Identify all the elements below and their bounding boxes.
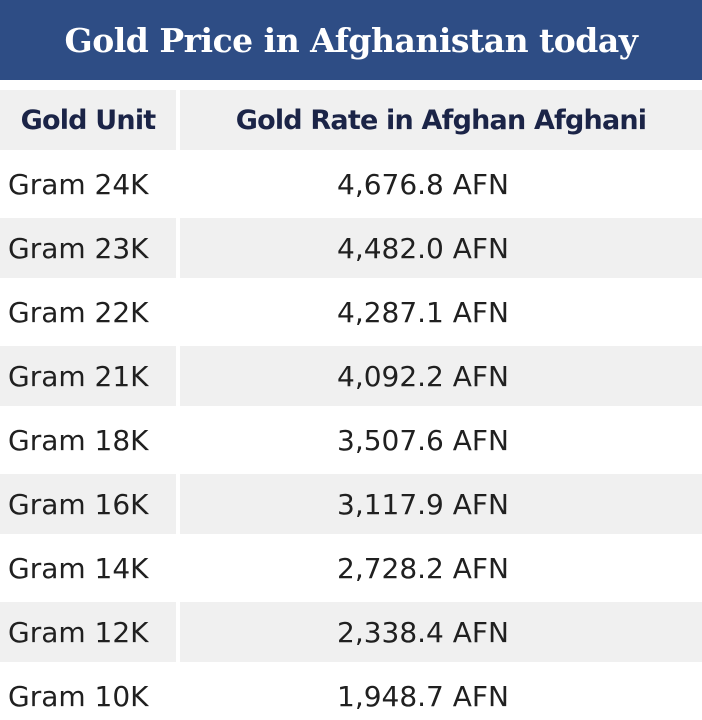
header-gold-unit: Gold Unit bbox=[0, 90, 180, 150]
header-gold-rate: Gold Rate in Afghan Afghani bbox=[180, 90, 702, 150]
header-row: Gold Unit Gold Rate in Afghan Afghani bbox=[0, 90, 702, 150]
table-row: Gram 12K 2,338.4 AFN bbox=[0, 602, 702, 662]
row-rate: 4,092.2 AFN bbox=[180, 346, 702, 406]
table-row: Gram 21K 4,092.2 AFN bbox=[0, 346, 702, 406]
table-row: Gram 24K 4,676.8 AFN bbox=[0, 154, 702, 214]
gold-price-table: Gold Unit Gold Rate in Afghan Afghani Gr… bbox=[0, 86, 702, 720]
row-rate: 2,728.2 AFN bbox=[180, 538, 702, 598]
row-unit: Gram 23K bbox=[0, 218, 180, 278]
row-rate: 4,482.0 AFN bbox=[180, 218, 702, 278]
table-row: Gram 22K 4,287.1 AFN bbox=[0, 282, 702, 342]
row-rate: 3,507.6 AFN bbox=[180, 410, 702, 470]
table-body: Gram 24K 4,676.8 AFN Gram 23K 4,482.0 AF… bbox=[0, 154, 702, 720]
row-unit: Gram 14K bbox=[0, 538, 180, 598]
row-rate: 3,117.9 AFN bbox=[180, 474, 702, 534]
page-title: Gold Price in Afghanistan today bbox=[64, 20, 638, 60]
row-unit: Gram 18K bbox=[0, 410, 180, 470]
row-unit: Gram 22K bbox=[0, 282, 180, 342]
row-unit: Gram 24K bbox=[0, 154, 180, 214]
row-rate: 4,676.8 AFN bbox=[180, 154, 702, 214]
row-unit: Gram 10K bbox=[0, 666, 180, 720]
row-rate: 2,338.4 AFN bbox=[180, 602, 702, 662]
table-row: Gram 10K 1,948.7 AFN bbox=[0, 666, 702, 720]
row-rate: 1,948.7 AFN bbox=[180, 666, 702, 720]
row-unit: Gram 12K bbox=[0, 602, 180, 662]
table-header: Gold Unit Gold Rate in Afghan Afghani bbox=[0, 90, 702, 150]
table-row: Gram 16K 3,117.9 AFN bbox=[0, 474, 702, 534]
table-row: Gram 18K 3,507.6 AFN bbox=[0, 410, 702, 470]
title-banner: Gold Price in Afghanistan today bbox=[0, 0, 702, 80]
table-row: Gram 23K 4,482.0 AFN bbox=[0, 218, 702, 278]
row-rate: 4,287.1 AFN bbox=[180, 282, 702, 342]
table-row: Gram 14K 2,728.2 AFN bbox=[0, 538, 702, 598]
row-unit: Gram 21K bbox=[0, 346, 180, 406]
row-unit: Gram 16K bbox=[0, 474, 180, 534]
